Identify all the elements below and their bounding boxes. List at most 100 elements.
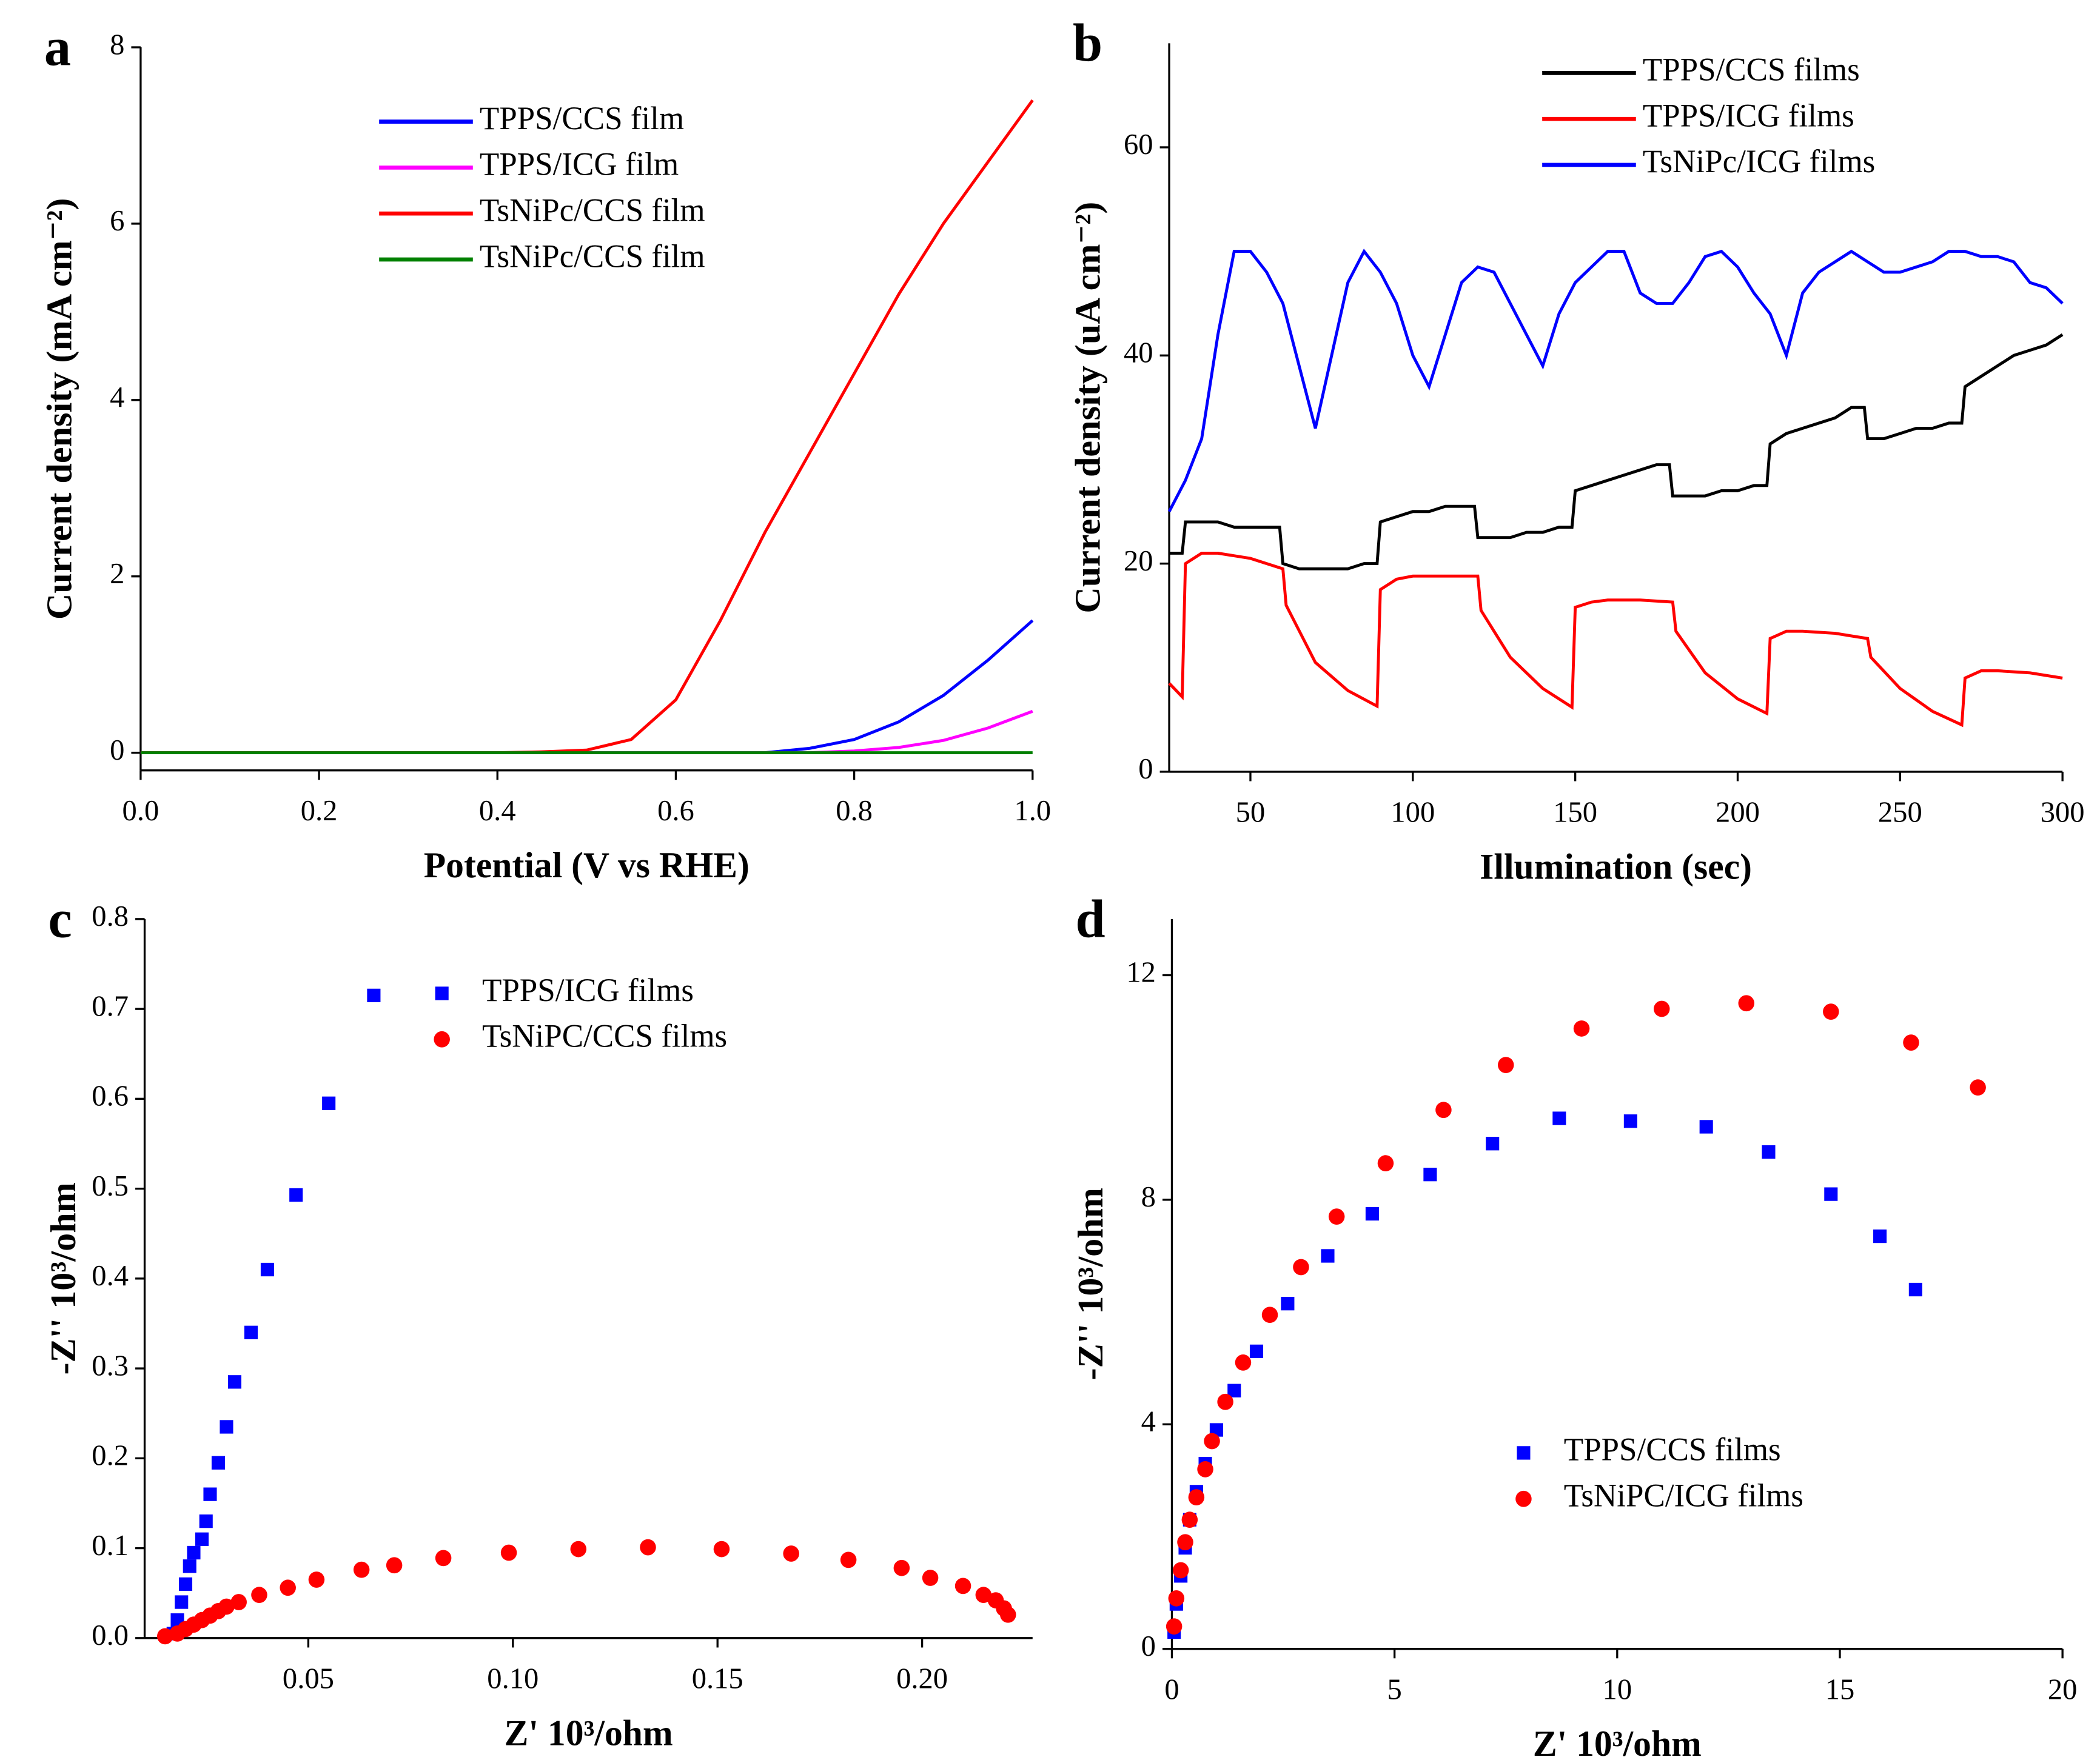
- line-series: [1169, 333, 2064, 571]
- x-tick-label: 0.20: [896, 1662, 948, 1695]
- legend-swatch: [435, 986, 449, 1000]
- x-axis-label: Potential (V vs RHE): [424, 845, 750, 885]
- scatter-point: [1623, 1114, 1637, 1128]
- scatter-point: [893, 1559, 910, 1576]
- x-tick-label: 150: [1553, 795, 1597, 828]
- scatter-point: [1377, 1155, 1394, 1172]
- scatter-point: [1261, 1307, 1278, 1324]
- y-tick-label: 0.3: [92, 1349, 129, 1382]
- scatter-point: [211, 1456, 226, 1470]
- scatter-point: [840, 1551, 857, 1568]
- x-tick-label: 20: [2048, 1673, 2078, 1705]
- scatter-point: [1699, 1120, 1713, 1134]
- y-axis-label: -Z'' 10³/ohm: [1070, 1188, 1110, 1380]
- scatter-point: [1903, 1034, 1919, 1051]
- scatter-point: [1181, 1511, 1198, 1528]
- scatter-point: [1762, 1145, 1776, 1159]
- scatter-point: [1227, 1384, 1241, 1397]
- legend-label: TPPS/CCS film: [480, 101, 684, 136]
- y-tick-label: 4: [1141, 1405, 1156, 1437]
- x-tick-label: 1.0: [1014, 794, 1051, 827]
- x-tick-label: 200: [1716, 795, 1760, 828]
- y-tick-label: 0.5: [92, 1170, 129, 1202]
- scatter-point: [1873, 1229, 1887, 1243]
- scatter-point: [570, 1541, 587, 1558]
- scatter-point: [1435, 1102, 1452, 1119]
- scatter-point: [1970, 1079, 1986, 1096]
- scatter-point: [1486, 1137, 1500, 1151]
- line-series: [1167, 249, 2064, 512]
- y-axis-label: -Z'' 10³/ohm: [43, 1182, 83, 1374]
- legend-swatch: [1515, 1490, 1532, 1507]
- legend-label: TPPS/ICG films: [1643, 98, 1854, 133]
- panel-label: b: [1073, 13, 1102, 73]
- x-tick-label: 0: [1164, 1673, 1179, 1705]
- legend-label: TPPS/CCS films: [1564, 1431, 1781, 1467]
- legend-label: TsNiPc/ICG films: [1643, 144, 1876, 179]
- scatter-point: [1823, 1003, 1839, 1020]
- scatter-point: [1908, 1282, 1922, 1297]
- x-tick-label: 250: [1878, 795, 1922, 828]
- y-tick-label: 0.0: [92, 1619, 129, 1652]
- legend-label: TsNiPc/CCS film: [480, 238, 705, 274]
- x-tick-label: 0.8: [836, 794, 873, 827]
- scatter-point: [251, 1587, 267, 1604]
- scatter-point: [1235, 1354, 1252, 1371]
- scatter-point: [1172, 1562, 1189, 1579]
- scatter-point: [640, 1539, 656, 1556]
- scatter-point: [1188, 1489, 1205, 1506]
- scatter-point: [220, 1420, 233, 1434]
- scatter-point: [500, 1544, 517, 1561]
- scatter-point: [1573, 1020, 1590, 1037]
- scatter-point: [218, 1598, 235, 1615]
- y-axis-label: Current density (uA cm⁻²): [1068, 202, 1108, 614]
- y-tick-label: 12: [1126, 956, 1156, 989]
- legend-label: TsNiPC/ICG films: [1564, 1478, 1803, 1513]
- scatter-point: [230, 1594, 247, 1610]
- x-tick-label: 300: [2041, 795, 2085, 828]
- y-tick-label: 0: [1138, 752, 1153, 785]
- scatter-point: [308, 1571, 325, 1588]
- x-tick-label: 0.2: [301, 794, 338, 827]
- y-tick-label: 0: [110, 734, 124, 766]
- scatter-point: [1204, 1433, 1220, 1450]
- panel-label: d: [1075, 889, 1105, 949]
- scatter-point: [199, 1514, 213, 1528]
- panel-label: c: [49, 889, 72, 949]
- line-series: [140, 619, 1034, 755]
- scatter-point: [1824, 1187, 1838, 1201]
- scatter-point: [386, 1557, 403, 1574]
- y-tick-label: 6: [110, 204, 124, 237]
- scatter-point: [187, 1545, 201, 1560]
- y-tick-label: 20: [1124, 544, 1153, 577]
- scatter-point: [157, 1628, 173, 1645]
- scatter-point: [260, 1262, 274, 1277]
- x-tick-label: 0.05: [283, 1662, 334, 1695]
- scatter-point: [280, 1579, 296, 1596]
- scatter-point: [1168, 1590, 1185, 1607]
- y-tick-label: 0.4: [92, 1259, 129, 1292]
- scatter-point: [178, 1577, 193, 1591]
- scatter-point: [1197, 1461, 1213, 1478]
- x-tick-label: 100: [1390, 795, 1435, 828]
- scatter-point: [713, 1541, 730, 1558]
- scatter-point: [175, 1595, 189, 1609]
- y-tick-label: 8: [110, 28, 124, 61]
- y-tick-label: 60: [1124, 128, 1153, 161]
- scatter-point: [435, 1550, 452, 1567]
- scatter-point: [1281, 1297, 1295, 1311]
- legend-label: TsNiPC/CCS films: [482, 1018, 727, 1054]
- x-tick-label: 10: [1603, 1673, 1632, 1705]
- scatter-point: [1497, 1057, 1514, 1074]
- x-tick-label: 0.4: [479, 794, 516, 827]
- x-tick-label: 15: [1825, 1673, 1855, 1705]
- y-tick-label: 0.8: [92, 900, 129, 932]
- x-axis-label: Z' 10³/ohm: [505, 1713, 673, 1753]
- scatter-point: [353, 1561, 370, 1578]
- scatter-point: [1365, 1206, 1379, 1221]
- legend-label: TPPS/CCS films: [1643, 52, 1860, 87]
- y-tick-label: 0.2: [92, 1439, 129, 1471]
- x-axis-label: Illumination (sec): [1480, 846, 1752, 886]
- scatter-point: [367, 988, 381, 1003]
